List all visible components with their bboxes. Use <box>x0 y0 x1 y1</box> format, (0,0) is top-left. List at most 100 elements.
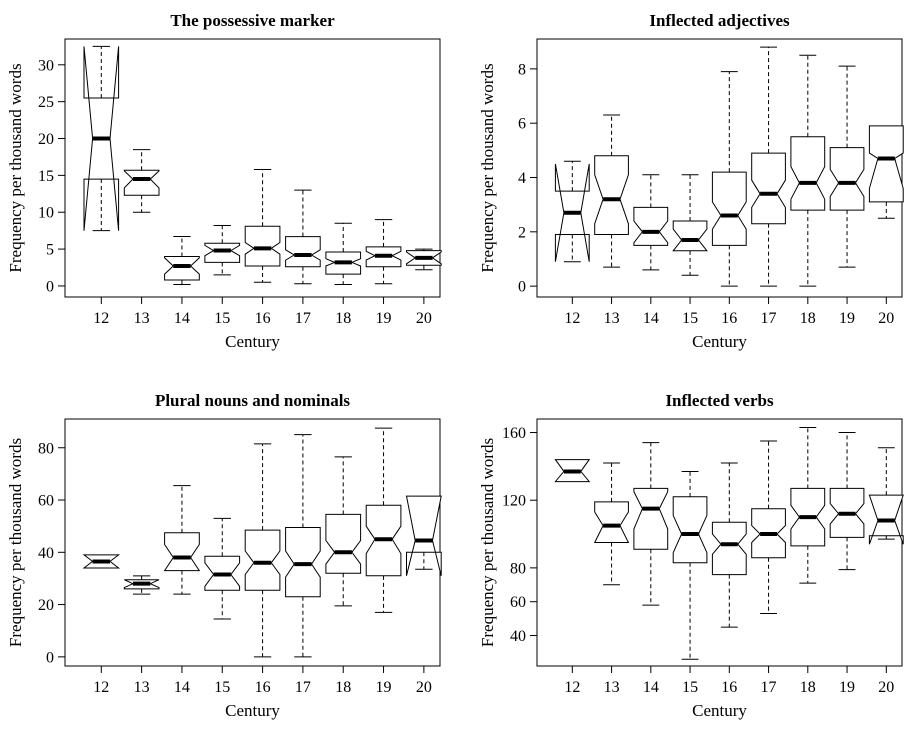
box-19 <box>365 427 402 613</box>
notched-box <box>829 147 865 211</box>
box-18 <box>325 456 362 607</box>
notched-box <box>751 152 786 225</box>
y-tick-label: 5 <box>46 242 54 259</box>
x-tick-label: 13 <box>134 310 150 327</box>
chart-title: The possessive marker <box>170 11 335 30</box>
y-tick-label: 15 <box>38 168 54 185</box>
box-13 <box>123 575 160 595</box>
box-13 <box>123 149 160 213</box>
notched-box <box>285 236 321 268</box>
y-tick-label: 8 <box>518 61 526 78</box>
box-18 <box>325 222 362 285</box>
y-tick-label: 40 <box>38 545 54 562</box>
x-tick-label: 20 <box>878 679 894 696</box>
x-tick-label: 13 <box>604 679 620 696</box>
y-tick-label: 10 <box>38 205 54 222</box>
x-tick-label: 17 <box>761 679 777 696</box>
y-tick-label: 20 <box>38 131 54 148</box>
box-14 <box>163 485 201 595</box>
plot-frame <box>536 418 903 667</box>
box-15 <box>204 224 241 276</box>
notched-box <box>593 501 630 543</box>
x-tick-label: 16 <box>255 310 271 327</box>
x-tick-label: 16 <box>721 679 737 696</box>
box-15 <box>672 470 708 660</box>
box-17 <box>751 440 786 615</box>
notched-box <box>868 125 904 203</box>
chart-title: Inflected verbs <box>665 391 774 410</box>
x-tick-label: 18 <box>800 679 816 696</box>
box-20 <box>868 447 904 545</box>
chart-panel-3: Plural nouns and nominals 0 20 40 60 80 Freque… <box>6 391 442 720</box>
box-12 <box>83 45 120 232</box>
y-tick-label: 160 <box>502 425 526 442</box>
x-tick-label: 14 <box>174 310 190 327</box>
notched-box <box>204 242 241 263</box>
box-13 <box>594 114 629 268</box>
box-16 <box>244 443 281 658</box>
y-tick-label: 25 <box>38 94 54 111</box>
y-tick-label: 20 <box>38 597 54 614</box>
x-tick-label: 20 <box>416 310 432 327</box>
box-17 <box>285 434 321 658</box>
x-tick-label: 16 <box>721 310 737 327</box>
x-tick-label: 17 <box>295 679 311 696</box>
x-tick-label: 14 <box>643 310 659 327</box>
x-tick-label: 18 <box>335 679 351 696</box>
chart-panel-1: The possessive marker 0 5 10 15 20 25 30 Frequen… <box>6 11 442 351</box>
x-axis-label: Century <box>692 701 747 720</box>
x-tick-label: 20 <box>416 679 432 696</box>
x-tick-label: 12 <box>564 679 580 696</box>
box-18 <box>790 426 826 584</box>
y-tick-label: 0 <box>518 279 526 296</box>
y-tick-label: 80 <box>510 560 526 577</box>
notched-box <box>405 495 442 576</box>
box-12 <box>554 160 590 263</box>
box-13 <box>593 462 630 586</box>
y-tick-label: 0 <box>46 278 54 295</box>
box-19 <box>829 65 865 268</box>
x-tick-label: 12 <box>564 310 580 327</box>
y-axis-label: Frequency per thousand words <box>6 63 25 272</box>
x-tick-label: 12 <box>93 679 109 696</box>
notched-box <box>672 496 708 564</box>
box-16 <box>711 462 747 628</box>
x-tick-label: 15 <box>214 679 230 696</box>
plot-frame <box>536 38 903 298</box>
box-18 <box>790 54 826 287</box>
chart-title: Inflected adjectives <box>649 11 790 30</box>
box-14 <box>164 236 200 285</box>
box-15 <box>204 517 241 620</box>
x-tick-label: 17 <box>295 310 311 327</box>
x-tick-label: 15 <box>682 679 698 696</box>
notched-box <box>244 529 281 591</box>
notched-box <box>164 256 200 281</box>
x-tick-label: 17 <box>761 310 777 327</box>
x-tick-label: 15 <box>214 310 230 327</box>
chart-title: Plural nouns and nominals <box>155 391 350 410</box>
chart-panel-2: Inflected adjectives 0 2 4 6 8 Frequency per t… <box>478 11 904 351</box>
x-tick-label: 18 <box>335 310 351 327</box>
box-17 <box>285 189 321 285</box>
notched-box <box>672 220 708 252</box>
y-tick-label: 2 <box>518 224 526 241</box>
x-tick-label: 19 <box>839 310 855 327</box>
x-tick-label: 14 <box>643 679 659 696</box>
x-tick-label: 12 <box>93 310 109 327</box>
x-axis-label: Century <box>225 701 280 720</box>
notched-box <box>633 487 669 550</box>
notched-box <box>163 532 201 572</box>
y-tick-label: 40 <box>510 628 526 645</box>
y-tick-label: 0 <box>46 649 54 666</box>
notched-box <box>244 225 281 267</box>
x-tick-label: 19 <box>376 310 392 327</box>
x-tick-label: 15 <box>682 310 698 327</box>
box-14 <box>633 174 669 271</box>
box-12 <box>554 459 591 483</box>
y-tick-label: 60 <box>510 594 526 611</box>
box-20 <box>868 125 904 219</box>
plot-frame <box>64 38 441 298</box>
x-tick-label: 18 <box>800 310 816 327</box>
